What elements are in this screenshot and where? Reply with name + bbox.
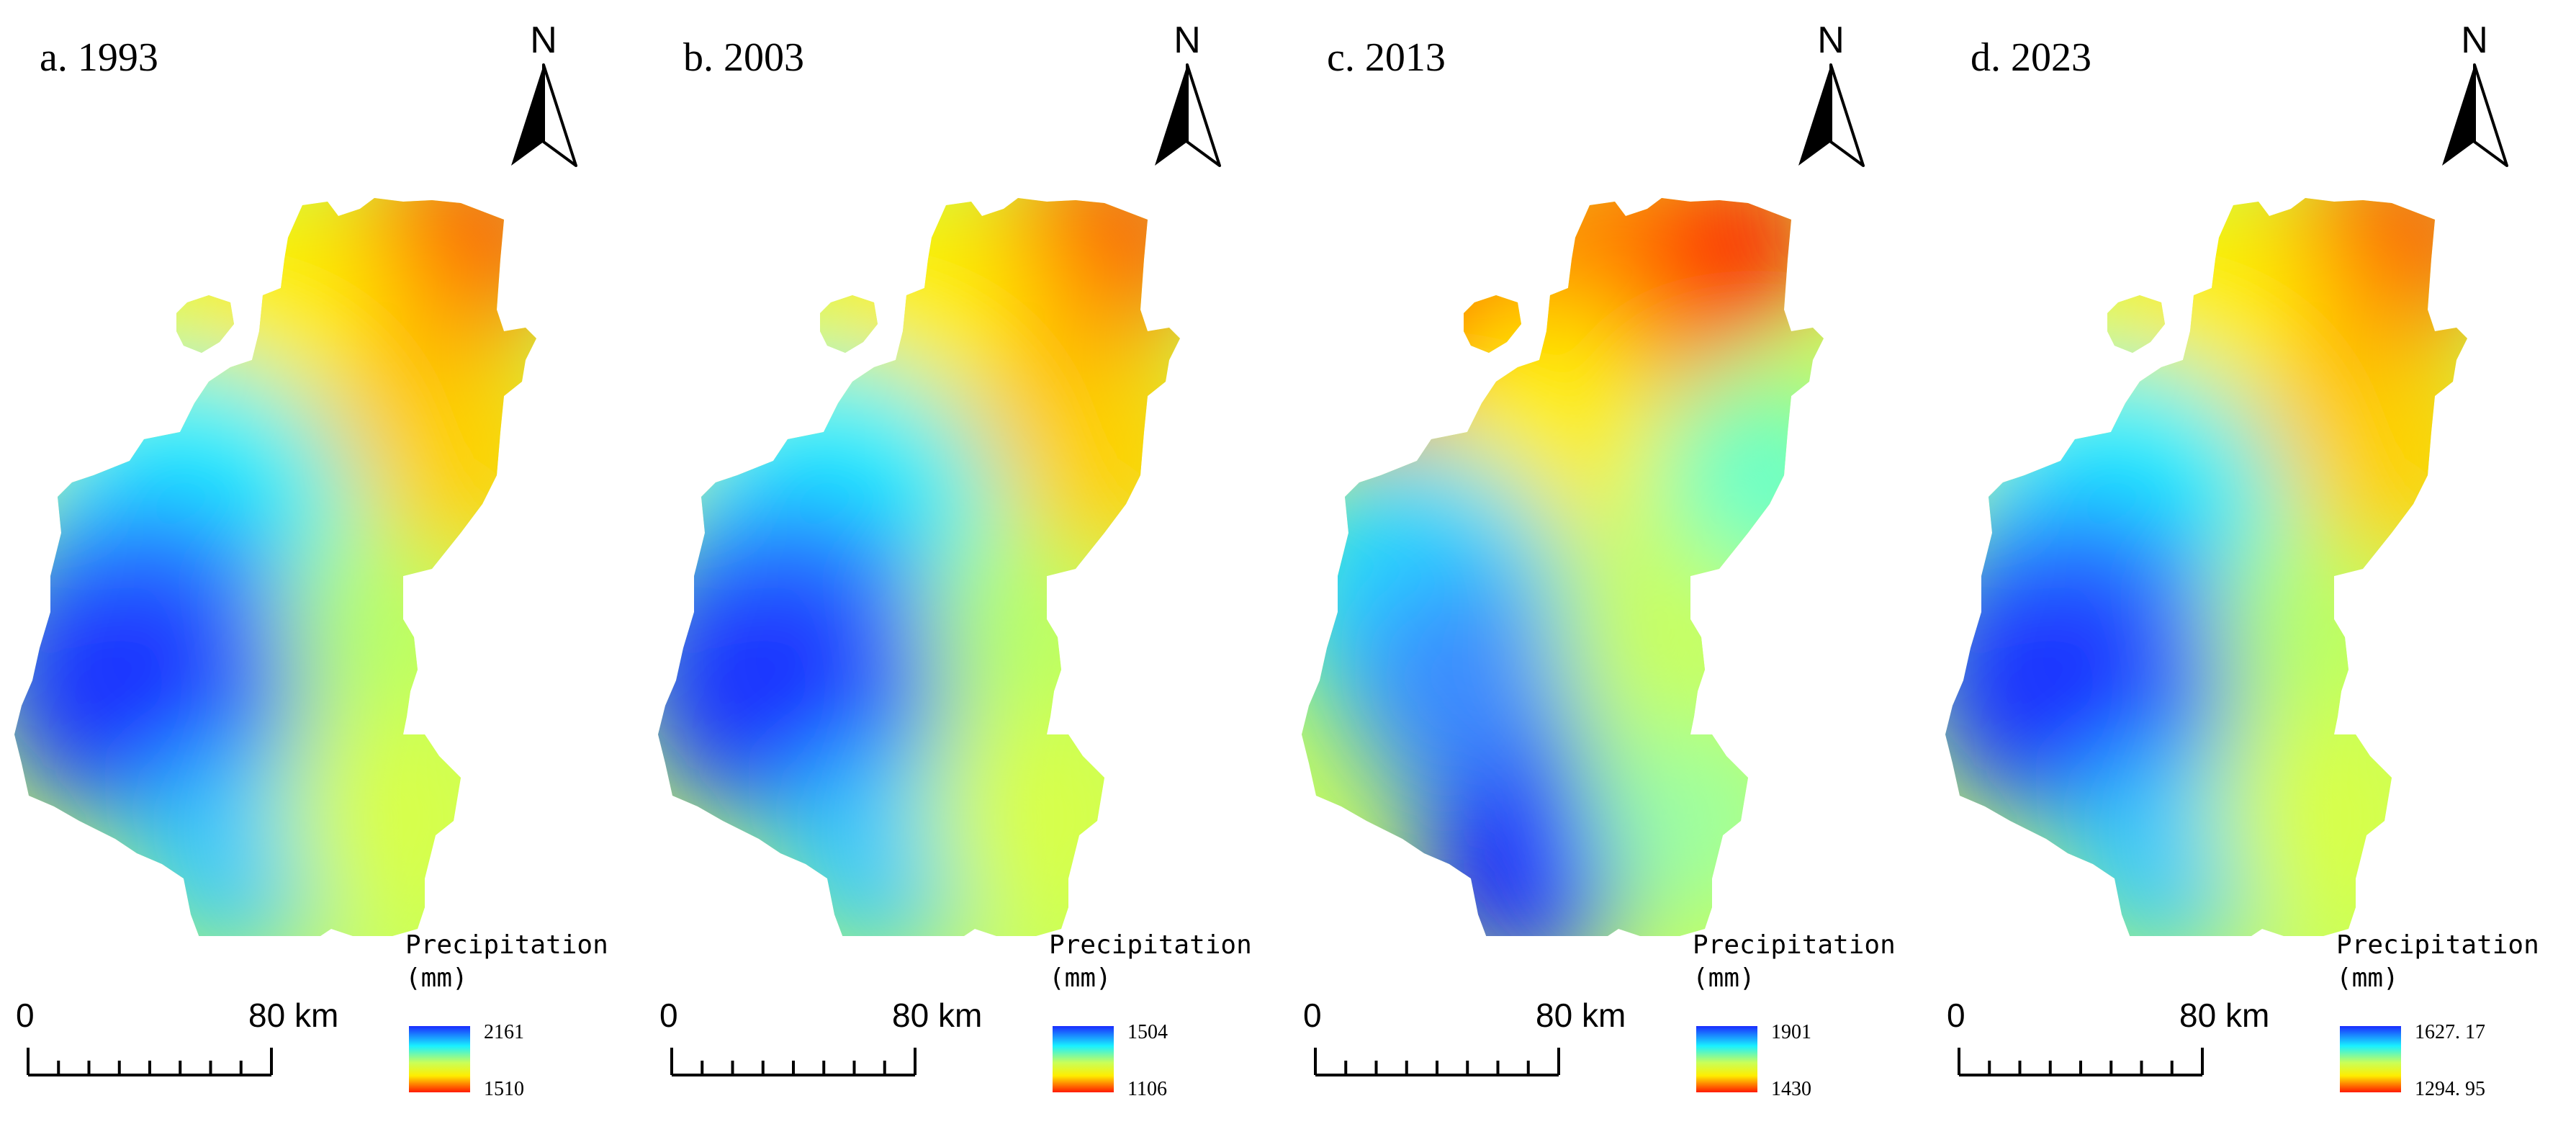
legend-min-value: 1294. 95 (2415, 1078, 2485, 1100)
legend-title: Precipitation (mm) (1693, 929, 1896, 995)
north-arrow-icon: N (1155, 19, 1221, 167)
scale-bar (1314, 1048, 1560, 1076)
precipitation-map (1945, 198, 2467, 936)
legend-color-ramp (409, 1026, 470, 1092)
legend-max-value: 1627. 17 (2415, 1021, 2485, 1043)
legend-color-ramp (1053, 1026, 1114, 1092)
legend-max-value: 2161 (484, 1021, 524, 1043)
map-panel-4: d. 2023 N Precipitation (mm) 1627. 17 12… (1931, 0, 2575, 1124)
panel-title: a. 1993 (40, 35, 158, 80)
map-panel-1: a. 1993 N Precipitation (mm) 2161 1510 0… (0, 0, 644, 1124)
legend-color-ramp (1696, 1026, 1757, 1092)
legend-min-value: 1510 (484, 1078, 524, 1100)
legend-title-line1: Precipitation (405, 930, 608, 960)
panel-title: d. 2023 (1971, 35, 2091, 80)
scale-bar-zero-label: 0 (1303, 997, 1322, 1034)
scale-bar-zero-label: 0 (1947, 997, 1965, 1034)
map-panel-2: b. 2003 N Precipitation (mm) 1504 1106 0… (644, 0, 1287, 1124)
north-arrow-icon: N (511, 19, 577, 167)
scale-bar-zero-label: 0 (16, 997, 35, 1034)
legend-min-value: 1106 (1127, 1078, 1167, 1100)
legend-title-line2: (mm) (405, 963, 468, 993)
legend-title: Precipitation (mm) (405, 929, 608, 995)
north-label: N (2461, 19, 2488, 61)
legend-title-line2: (mm) (1049, 963, 1112, 993)
legend-title: Precipitation (mm) (2336, 929, 2539, 995)
scale-bar-zero-label: 0 (659, 997, 678, 1034)
panel-title: c. 2013 (1327, 35, 1446, 80)
panel-title: b. 2003 (683, 35, 804, 80)
precipitation-map (658, 198, 1180, 936)
legend-color-ramp (2340, 1026, 2401, 1092)
north-label: N (1174, 19, 1201, 61)
scale-bar-distance-label: 80 km (892, 997, 983, 1034)
north-label: N (1817, 19, 1845, 61)
precipitation-map (14, 198, 536, 936)
north-arrow-icon: N (1798, 19, 1865, 167)
scale-bar (27, 1048, 273, 1076)
legend-title: Precipitation (mm) (1049, 929, 1252, 995)
scale-bar-distance-label: 80 km (2179, 997, 2270, 1034)
legend-max-value: 1504 (1127, 1021, 1168, 1043)
legend-title-line1: Precipitation (1049, 930, 1252, 960)
map-panel-3: c. 2013 N Precipitation (mm) 1901 1430 0… (1287, 0, 1931, 1124)
scale-bar (670, 1048, 917, 1076)
legend-min-value: 1430 (1771, 1078, 1811, 1100)
scale-bar-distance-label: 80 km (248, 997, 339, 1034)
north-label: N (530, 19, 557, 61)
legend-max-value: 1901 (1771, 1021, 1811, 1043)
legend-title-line2: (mm) (1693, 963, 1755, 993)
legend-title-line2: (mm) (2336, 963, 2399, 993)
legend-title-line1: Precipitation (2336, 930, 2539, 960)
scale-bar-distance-label: 80 km (1536, 997, 1626, 1034)
precipitation-map (1302, 198, 1824, 936)
legend-title-line1: Precipitation (1693, 930, 1896, 960)
scale-bar (1958, 1048, 2204, 1076)
north-arrow-icon: N (2442, 19, 2508, 167)
